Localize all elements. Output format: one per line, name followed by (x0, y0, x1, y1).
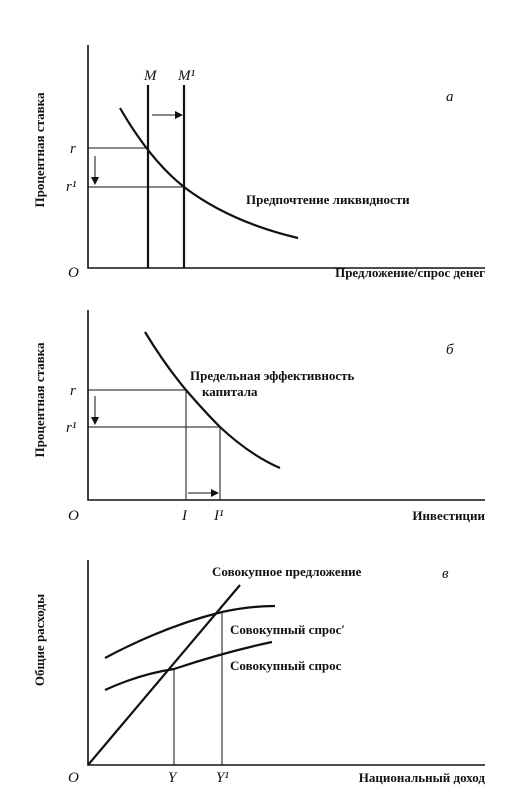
guides (173, 612, 223, 765)
label: M (143, 68, 158, 84)
curve-label: Предпочтение ликвидности (246, 192, 410, 207)
axes (87, 45, 485, 269)
panel-letter: в (442, 566, 449, 582)
axes (87, 310, 485, 501)
curve-label: Предельная эффективность (190, 368, 355, 383)
x-axis-label: Предложение/спрос денег (335, 265, 485, 280)
curve-label: Совокупное предложение (212, 564, 362, 579)
label: r¹ (66, 420, 77, 436)
x-axis-label: Национальный доход (359, 770, 486, 785)
panel-a: M M¹ r r¹ а O Предпочтение ликвидности П… (32, 45, 485, 281)
origin: O (68, 265, 79, 281)
label: I (181, 508, 188, 524)
curve-label: Совокупный спрос (230, 658, 342, 673)
label: Y (168, 770, 178, 786)
label: r¹ (66, 179, 77, 195)
y-axis-label: Общие расходы (32, 594, 47, 686)
label: r (70, 141, 76, 157)
origin: O (68, 770, 79, 786)
liquidity-curve (119, 107, 299, 240)
y-axis-label: Процентная ставка (32, 92, 47, 207)
supply-line (87, 584, 241, 766)
panel-c: Y Y¹ в O Совокупное предложение Совокупн… (32, 560, 485, 786)
panel-letter: б (446, 342, 454, 358)
curve-label: капитала (202, 384, 258, 399)
curve-label: Совокупный спрос′ (230, 622, 345, 637)
demand-new-curve (104, 604, 276, 659)
origin: O (68, 508, 79, 524)
label: M¹ (177, 68, 195, 84)
panel-b: r r¹ I I¹ б O Предельная эффективность к… (32, 310, 486, 524)
label: Y¹ (216, 770, 229, 786)
mec-curve (144, 331, 281, 470)
panel-letter: а (446, 89, 454, 105)
guides (88, 389, 221, 500)
label: I¹ (213, 508, 224, 524)
x-axis-label: Инвестиции (412, 508, 485, 523)
label: r (70, 383, 76, 399)
guides (88, 147, 184, 188)
y-axis-label: Процентная ставка (32, 342, 47, 457)
